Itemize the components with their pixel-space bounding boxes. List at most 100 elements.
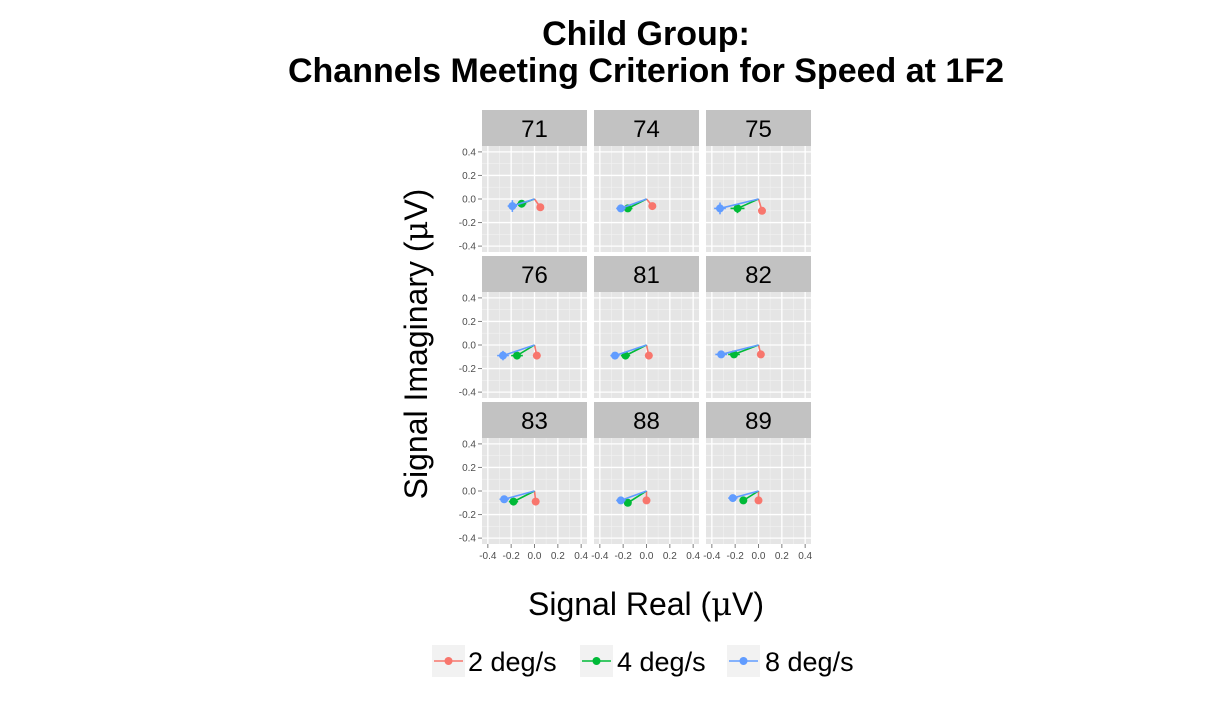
facet-strip xyxy=(482,402,587,438)
facet-panel-88: 88 xyxy=(594,402,699,544)
legend-key-point xyxy=(444,657,453,665)
facet-strip xyxy=(482,110,587,146)
legend-label: 8 deg/s xyxy=(765,647,854,677)
point-marker xyxy=(513,351,521,360)
point-marker xyxy=(733,204,742,213)
point-marker xyxy=(728,494,737,503)
facet-panel-89: 89 xyxy=(706,402,811,544)
data-point-2-deg-s xyxy=(531,490,540,506)
point-marker xyxy=(500,495,509,504)
data-point-4-deg-s xyxy=(511,344,535,360)
facet-strip xyxy=(706,402,811,438)
legend-key-point xyxy=(739,657,748,665)
facet-strip-label: 71 xyxy=(521,116,548,143)
point-marker xyxy=(648,202,657,211)
data-point-8-deg-s xyxy=(714,198,759,215)
legend-key-point xyxy=(592,657,601,665)
data-point-8-deg-s xyxy=(610,344,647,360)
point-marker xyxy=(621,351,630,360)
facet-panel-71: 71 xyxy=(482,110,587,252)
point-marker xyxy=(756,350,765,359)
x-tick-label: -0.4 xyxy=(591,551,609,562)
facet-strip xyxy=(706,110,811,146)
facet-strip xyxy=(594,110,699,146)
data-point-2-deg-s xyxy=(757,198,766,215)
data-point-8-deg-s xyxy=(616,490,647,505)
point-marker xyxy=(616,496,625,505)
x-tick-label: 0.4 xyxy=(686,551,700,562)
facet-strip-label: 75 xyxy=(745,116,772,143)
facet-strip-label: 89 xyxy=(745,408,772,435)
y-axis-title-prefix: Signal Imaginary ( xyxy=(398,241,434,499)
y-axis-title-unit-suffix: V) xyxy=(398,189,434,221)
point-marker xyxy=(499,351,507,360)
legend-item: 8 deg/s xyxy=(727,645,854,677)
y-tick-label: 0.4 xyxy=(462,293,476,304)
x-tick-label: -0.2 xyxy=(615,551,633,562)
vector-line xyxy=(502,344,535,357)
facet-strip-label: 81 xyxy=(633,262,660,289)
y-tick-label: 0.0 xyxy=(462,487,476,498)
point-marker xyxy=(531,497,540,506)
x-tick-label: 0.2 xyxy=(663,551,677,562)
facet-strip-label: 83 xyxy=(521,408,548,435)
point-marker xyxy=(758,206,766,215)
x-axis-title-unit-symbol: μ xyxy=(711,585,732,623)
y-tick-label: 0.4 xyxy=(462,147,476,158)
facet-grid: 71 74 75 76 81 82 83 88 89 xyxy=(482,110,811,544)
y-tick-label: 0.2 xyxy=(462,317,476,328)
legend-label: 4 deg/s xyxy=(617,647,706,677)
x-tick-label: -0.2 xyxy=(727,551,745,562)
facet-strip xyxy=(594,256,699,292)
point-marker xyxy=(509,497,518,506)
vector-line xyxy=(614,344,647,357)
vector-line xyxy=(503,490,535,501)
point-marker xyxy=(717,350,726,359)
facet-strip-label: 76 xyxy=(521,262,548,289)
y-tick-label: -0.2 xyxy=(459,364,477,375)
point-marker xyxy=(623,498,632,507)
chart-title-line-1: Child Group: xyxy=(542,15,750,53)
point-marker xyxy=(716,204,724,213)
facet-strip-label: 82 xyxy=(745,262,772,289)
data-point-4-deg-s xyxy=(739,490,759,505)
point-marker xyxy=(642,496,651,505)
data-point-8-deg-s xyxy=(497,344,535,361)
data-point-2-deg-s xyxy=(754,491,763,505)
y-axis-ticks: -0.4 -0.2 0.0 0.2 0.4 -0.4 -0.2 0.0 0.2 0.4 -0.4 -0… xyxy=(459,147,482,545)
data-point-2-deg-s xyxy=(642,491,651,505)
y-axis-title-unit-symbol: μ xyxy=(397,221,435,242)
y-tick-label: 0.4 xyxy=(462,439,476,450)
point-marker xyxy=(739,496,748,505)
x-tick-label: -0.4 xyxy=(479,551,497,562)
x-tick-label: 0.2 xyxy=(775,551,789,562)
facet-panel-76: 76 xyxy=(482,256,587,398)
x-tick-label: 0.0 xyxy=(640,551,654,562)
x-tick-label: 0.0 xyxy=(528,551,542,562)
facet-strip xyxy=(482,256,587,292)
facet-panel-82: 82 xyxy=(706,256,811,398)
data-point-2-deg-s xyxy=(532,344,541,360)
facet-strip-label: 88 xyxy=(633,408,660,435)
point-marker xyxy=(508,202,517,211)
x-axis-title-prefix: Signal Real ( xyxy=(528,586,712,622)
facet-panel-81: 81 xyxy=(594,256,699,398)
facet-panel-75: 75 xyxy=(706,110,811,252)
x-tick-label: 0.4 xyxy=(574,551,588,562)
data-point-8-deg-s xyxy=(499,490,535,504)
facet-panel-74: 74 xyxy=(594,110,699,252)
data-point-8-deg-s xyxy=(715,344,759,359)
data-point-2-deg-s xyxy=(533,198,545,212)
point-marker xyxy=(754,496,763,505)
data-point-2-deg-s xyxy=(644,344,653,360)
x-tick-label: 0.0 xyxy=(752,551,766,562)
point-marker xyxy=(616,204,625,213)
x-axis-title-unit-suffix: V) xyxy=(732,586,764,622)
data-point-2-deg-s xyxy=(645,198,657,211)
y-tick-label: 0.0 xyxy=(462,195,476,206)
y-tick-label: -0.4 xyxy=(459,534,477,545)
point-marker xyxy=(532,351,541,360)
x-tick-label: 0.4 xyxy=(798,551,812,562)
x-tick-label: 0.2 xyxy=(551,551,565,562)
